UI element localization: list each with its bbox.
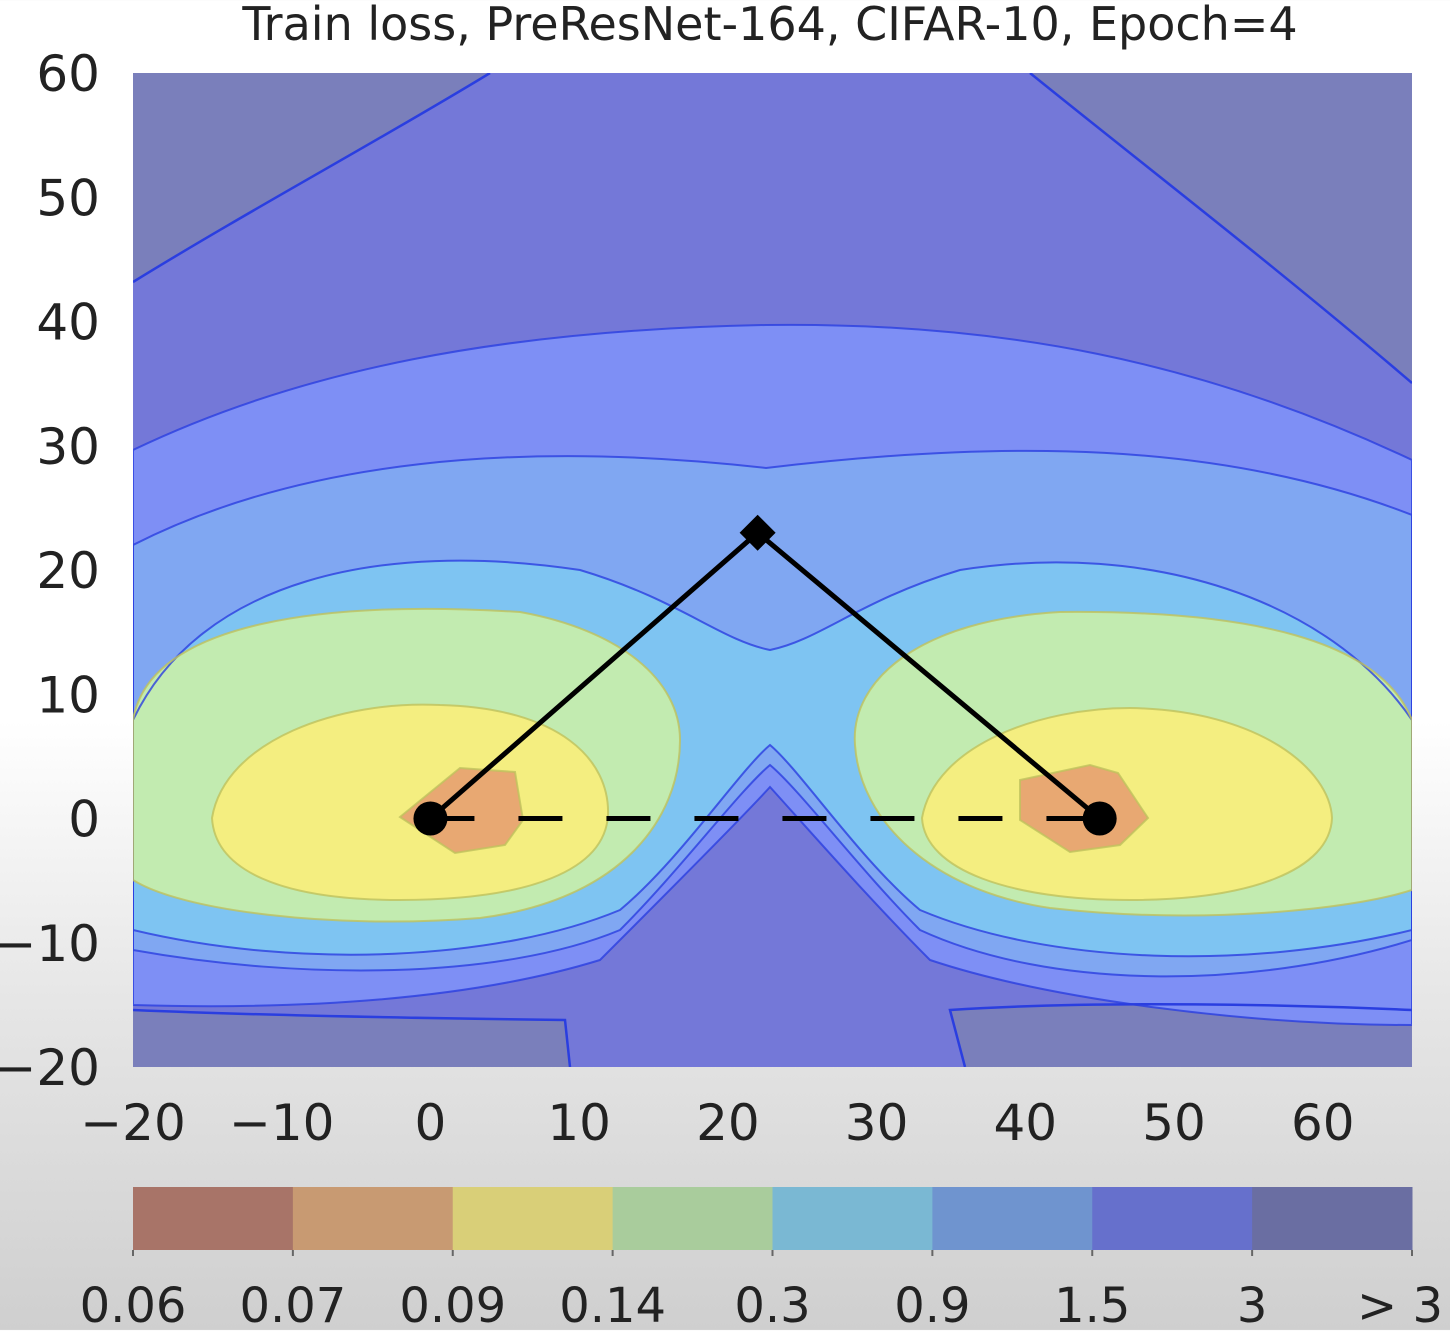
x-tick-label: 30 — [845, 1094, 909, 1152]
region-level-1-5-line — [133, 323, 1412, 1027]
y-axis: −20 −10 0 10 20 30 40 50 60 — [0, 45, 100, 1097]
colorbar-label: > 3 — [1357, 1278, 1443, 1330]
marker-circle-0 — [413, 801, 448, 836]
colorbar-label: 1.5 — [1054, 1278, 1130, 1330]
region-level-0-09-left — [212, 704, 609, 900]
region-corner-bottom — [133, 1004, 1412, 1067]
y-tick-label: −10 — [0, 915, 100, 973]
y-tick-label: 50 — [36, 169, 100, 227]
region-level-0-09-left-line — [210, 703, 610, 902]
contour-regions — [133, 73, 1412, 1067]
contour-line-top-left — [133, 73, 491, 284]
x-axis: −20 −10 0 10 20 30 40 50 60 — [80, 1094, 1354, 1152]
x-tick-label: 40 — [994, 1094, 1058, 1152]
colorbar-swatch — [292, 1187, 454, 1250]
region-level-0-07-right-line — [1019, 763, 1150, 854]
x-tick-label: −10 — [229, 1094, 335, 1152]
chart-title: Train loss, PreResNet-164, CIFAR-10, Epo… — [241, 0, 1297, 51]
y-tick-label: −20 — [0, 1039, 100, 1097]
colorbar-label: 0.3 — [734, 1278, 810, 1330]
colorbar: 0.06 0.07 0.09 0.14 0.3 0.9 1.5 3 > 3 — [80, 1187, 1443, 1334]
colorbar-label: 0.06 — [80, 1278, 187, 1330]
colorbar-swatch — [932, 1187, 1093, 1250]
colorbar-swatch — [772, 1187, 933, 1250]
colorbar-swatch — [612, 1187, 773, 1250]
region-level-0-09-right-line — [920, 706, 1334, 902]
marker-diamond — [739, 514, 776, 551]
y-tick-label: 60 — [36, 45, 100, 103]
colorbar-label: 0.07 — [239, 1278, 346, 1330]
x-tick-label: 0 — [415, 1094, 447, 1152]
colorbar-swatch — [452, 1187, 614, 1250]
path-overlay — [413, 514, 1117, 836]
x-tick-label: 20 — [696, 1094, 760, 1152]
region-level-0-9-line — [133, 449, 1412, 978]
x-tick-label: 50 — [1142, 1094, 1206, 1152]
colorbar-label: 0.09 — [399, 1278, 506, 1330]
contour-lines — [133, 73, 1412, 1067]
y-tick-label: 10 — [36, 666, 100, 724]
y-tick-label: 20 — [36, 542, 100, 600]
region-level-0-3-line — [133, 559, 1412, 958]
y-tick-label: 40 — [36, 294, 100, 352]
x-tick-label: 10 — [547, 1094, 611, 1152]
colorbar-label: 0.14 — [559, 1278, 666, 1330]
x-tick-label: 60 — [1291, 1094, 1355, 1152]
region-level-0-14-right-line — [853, 610, 1412, 917]
y-tick-label: 30 — [36, 418, 100, 476]
colorbar-label: 0.9 — [894, 1278, 970, 1330]
x-tick-label: −20 — [80, 1094, 186, 1152]
region-level-0-14-line — [133, 607, 682, 923]
colorbar-swatch — [133, 1187, 294, 1250]
colorbar-label: 3 — [1237, 1278, 1268, 1330]
contour-line-bottom-left — [133, 1008, 572, 1067]
marker-circle-1 — [1082, 801, 1117, 836]
colorbar-swatch — [1092, 1187, 1253, 1250]
contour-line-bottom-right — [948, 1002, 1412, 1067]
contour-line-top-right — [1029, 73, 1412, 384]
colorbar-swatch — [1252, 1187, 1413, 1250]
y-tick-label: 0 — [68, 791, 100, 849]
